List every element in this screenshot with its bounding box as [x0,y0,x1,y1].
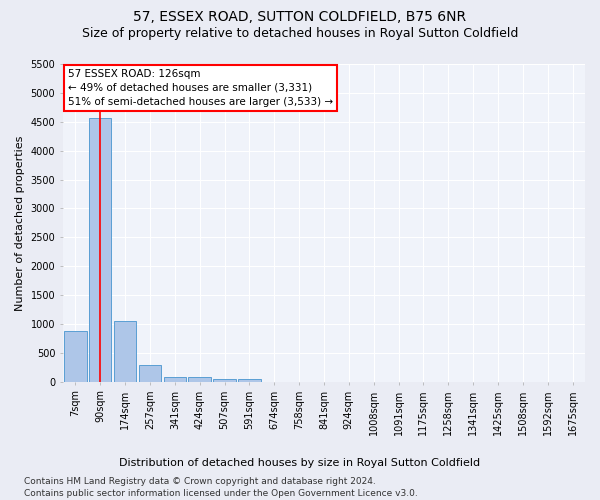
Text: 57 ESSEX ROAD: 126sqm
← 49% of detached houses are smaller (3,331)
51% of semi-d: 57 ESSEX ROAD: 126sqm ← 49% of detached … [68,69,333,107]
Text: Size of property relative to detached houses in Royal Sutton Coldfield: Size of property relative to detached ho… [82,28,518,40]
Text: Distribution of detached houses by size in Royal Sutton Coldfield: Distribution of detached houses by size … [119,458,481,468]
Bar [214,378,236,382]
Bar [64,331,86,382]
Bar [164,376,186,382]
Text: 57, ESSEX ROAD, SUTTON COLDFIELD, B75 6NR: 57, ESSEX ROAD, SUTTON COLDFIELD, B75 6N… [133,10,467,24]
Y-axis label: Number of detached properties: Number of detached properties [15,135,25,310]
Bar [89,118,112,382]
Text: Contains HM Land Registry data © Crown copyright and database right 2024.: Contains HM Land Registry data © Crown c… [24,478,376,486]
Text: Contains public sector information licensed under the Open Government Licence v3: Contains public sector information licen… [24,489,418,498]
Bar [139,365,161,382]
Bar [114,320,136,382]
Bar [238,378,260,382]
Bar [188,377,211,382]
